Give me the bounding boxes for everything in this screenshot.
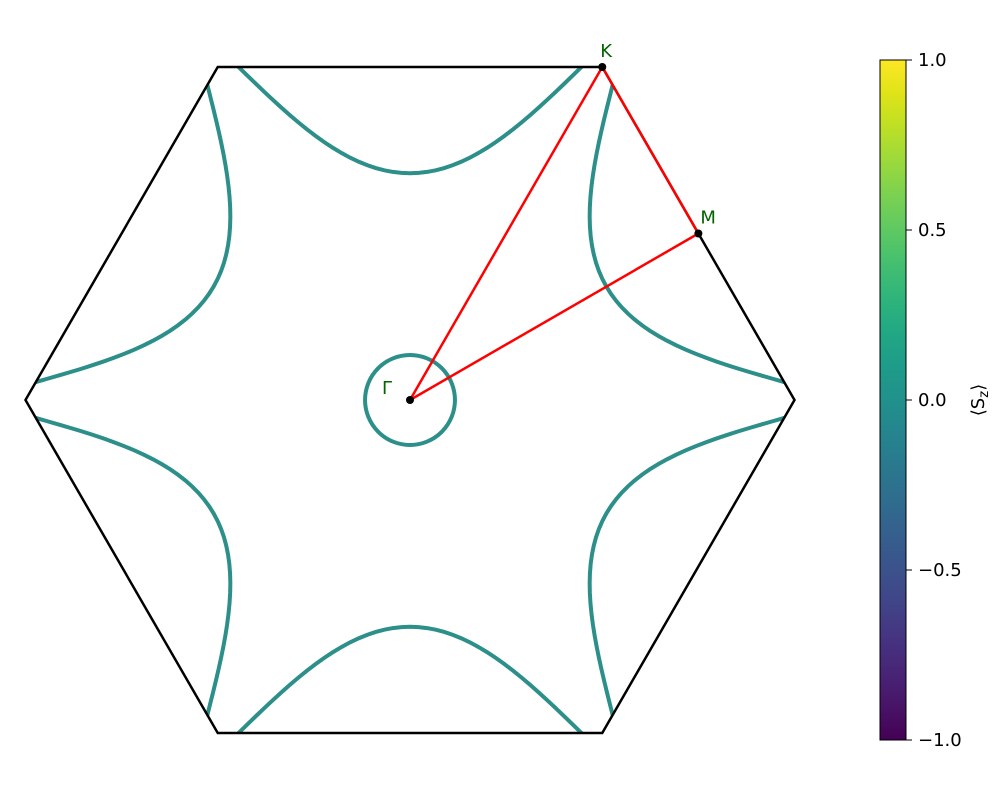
colorbar-tick-label: −0.5 xyxy=(918,560,962,581)
colorbar-tick-label: 0.0 xyxy=(918,390,947,411)
fermi-edge-pocket xyxy=(239,627,582,733)
k-point-m xyxy=(694,230,702,238)
k-path-segment xyxy=(602,67,698,234)
k-point-label-gamma: Γ xyxy=(382,378,392,399)
k-path-segment xyxy=(410,234,698,401)
colorbar-tick-label: 1.0 xyxy=(918,50,947,71)
k-point-label-k: K xyxy=(600,41,613,62)
fermi-edge-pocket xyxy=(590,85,784,382)
fermi-edge-pocket xyxy=(36,85,230,382)
k-point-k xyxy=(598,63,606,71)
colorbar-tick-label: −1.0 xyxy=(918,730,962,751)
fermi-edge-pocket xyxy=(590,418,784,715)
colorbar-tick-label: 0.5 xyxy=(918,220,947,241)
fermi-edge-pocket xyxy=(239,67,582,173)
k-point-label-m: M xyxy=(700,208,716,229)
k-point-gamma xyxy=(406,396,414,404)
colorbar xyxy=(880,60,906,740)
fermi-edge-pocket xyxy=(36,418,230,715)
brillouin-zone-plot: Γ K M −1.0 −0.5 0.0 0.5 1.0 ⟨Sz⟩ xyxy=(0,0,1000,800)
k-path-segment xyxy=(410,67,602,400)
colorbar-title: ⟨Sz⟩ xyxy=(968,384,992,417)
